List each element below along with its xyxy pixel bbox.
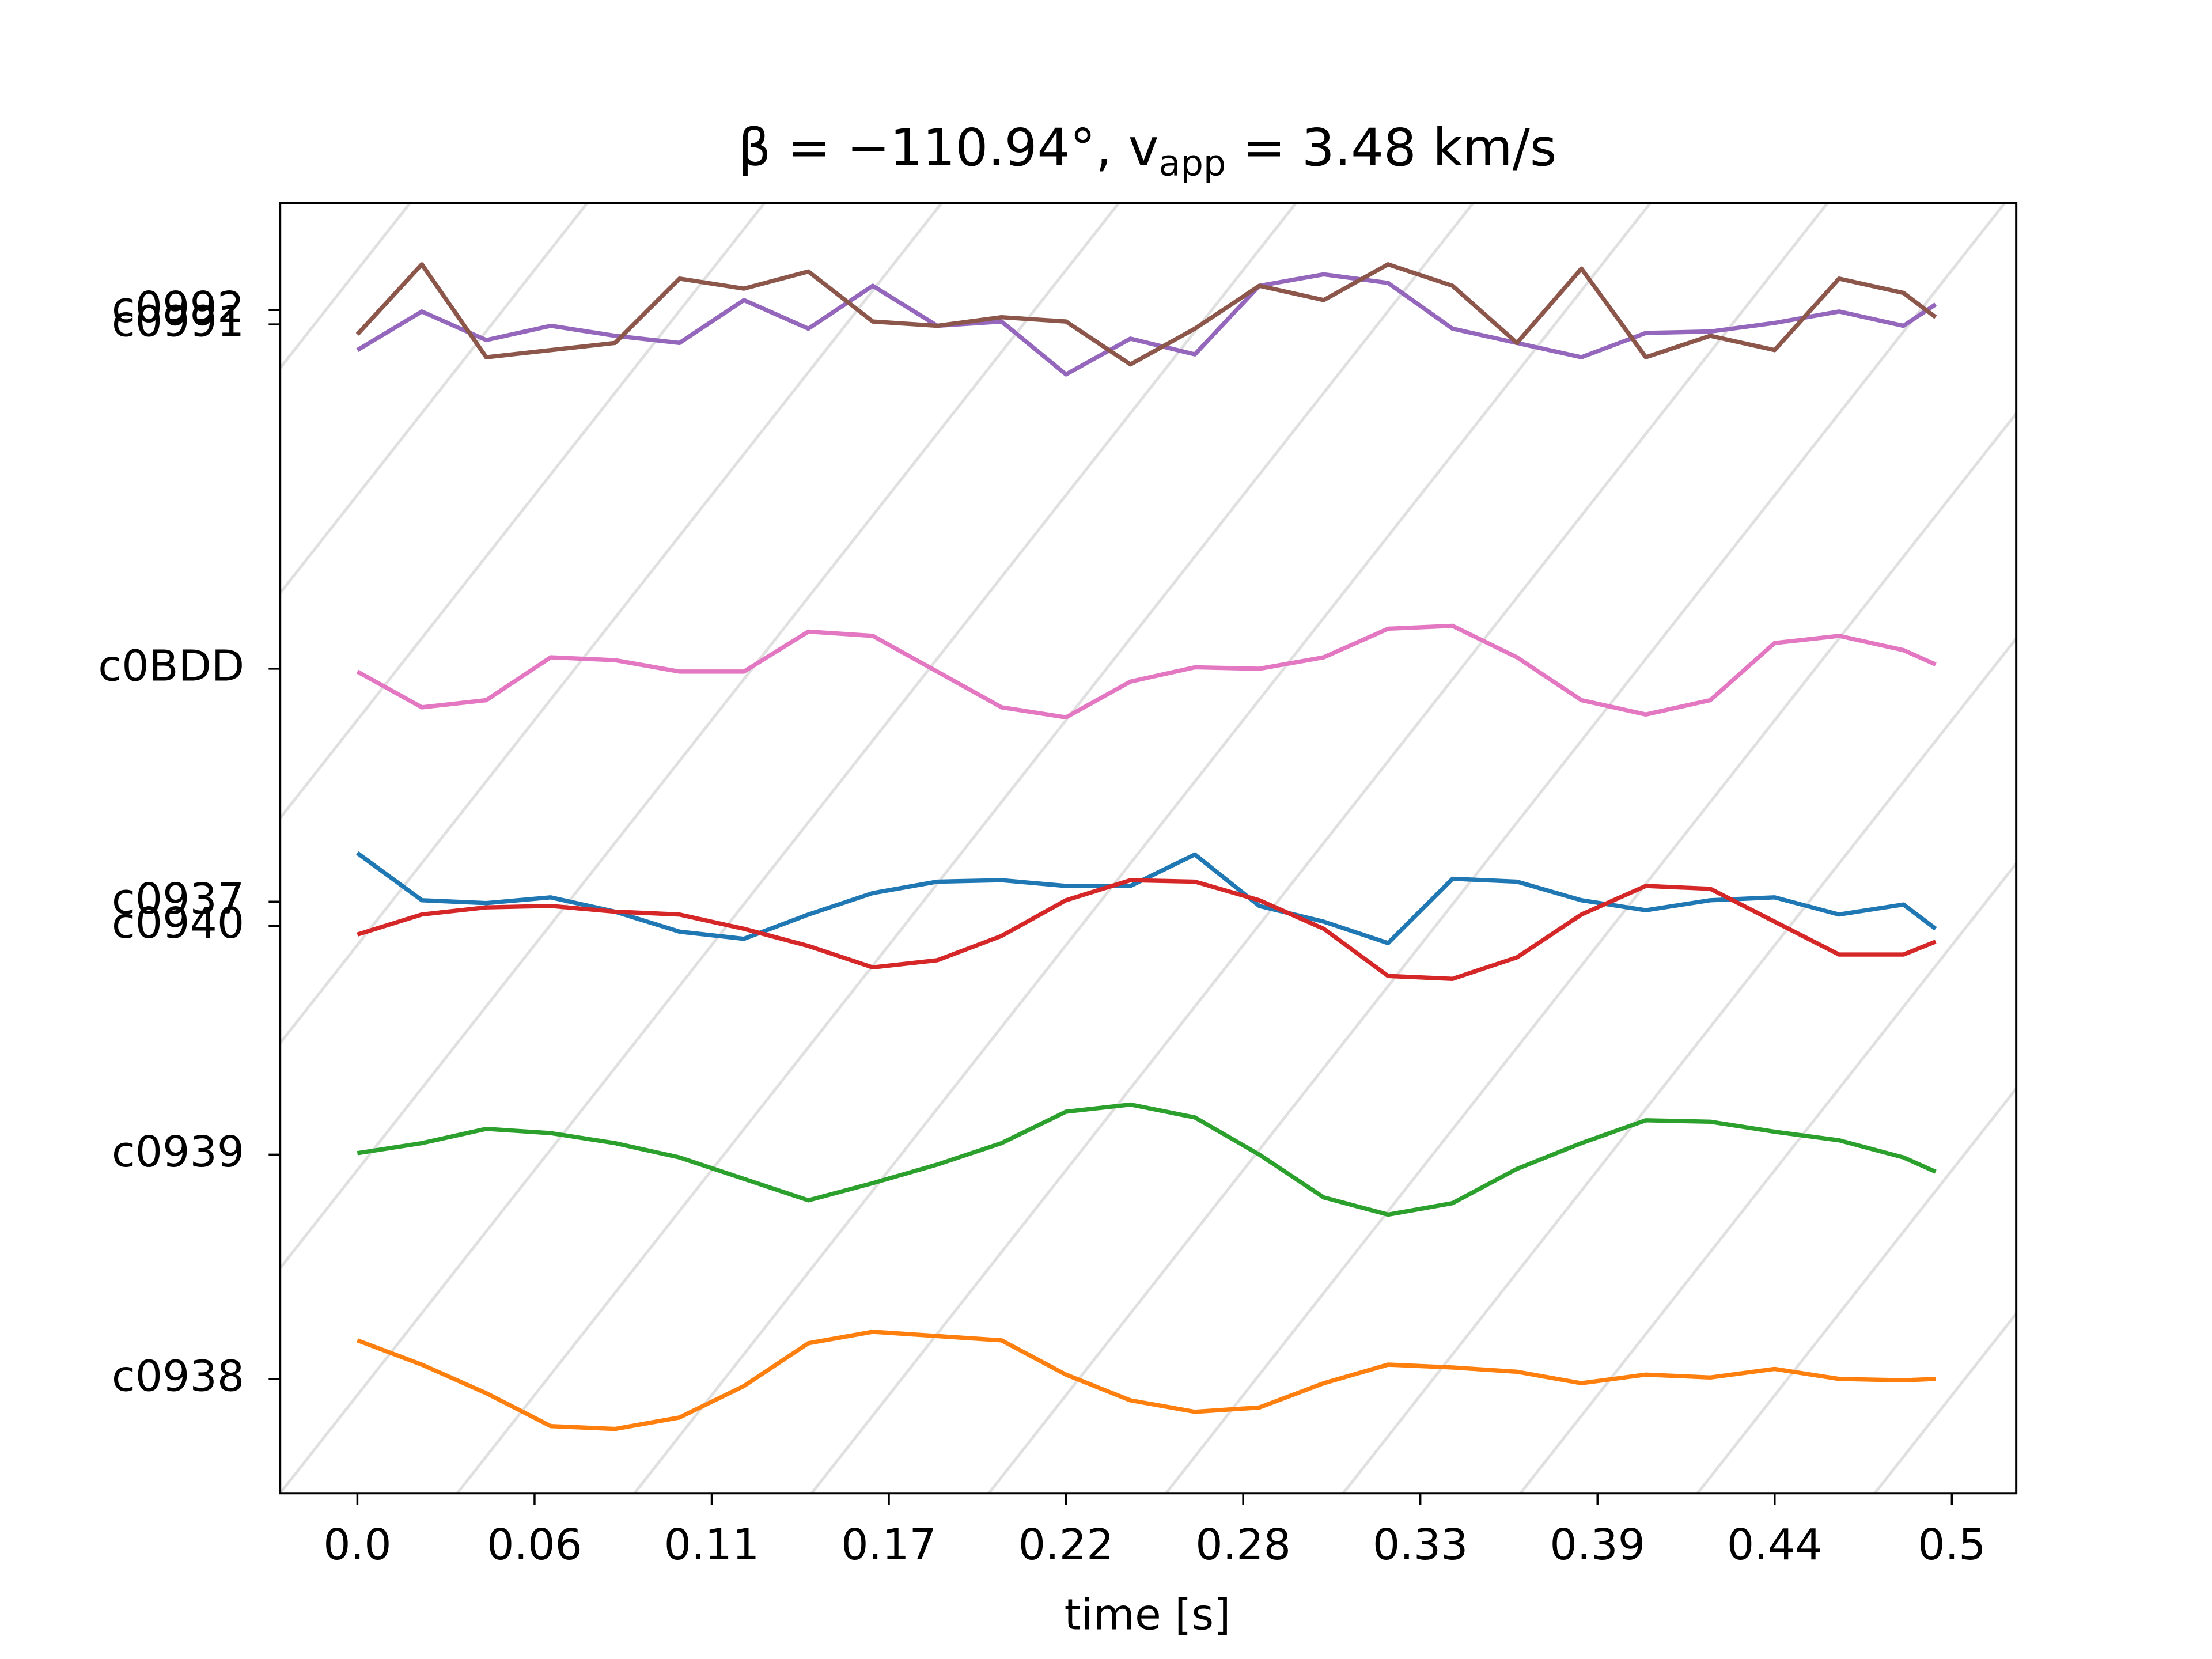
trace-line [356, 272, 1937, 377]
guide-line [1165, 411, 2017, 1494]
x-tick-label: 0.17 [841, 1520, 937, 1570]
x-tick-label: 0.11 [664, 1520, 760, 1570]
guide-line [0, 0, 257, 1493]
title-part: = 3.48 km/s [1226, 118, 1556, 178]
x-tick-label: 0.44 [1727, 1520, 1823, 1570]
x-tick-label: 0.5 [1918, 1520, 1986, 1570]
y-tick-label: c0940 [112, 898, 244, 948]
x-tick-label: 0.06 [487, 1520, 582, 1570]
traces [355, 262, 1937, 1431]
x-tick-label: 0.39 [1550, 1520, 1645, 1570]
x-axis-label: time [s] [1065, 1590, 1231, 1640]
guide-line [0, 0, 612, 1493]
guide-line [987, 203, 2007, 1494]
y-tick-label: c0938 [112, 1351, 244, 1401]
guide-line [280, 203, 944, 1046]
guide-line [1342, 636, 2017, 1494]
guide-line [1696, 1086, 2017, 1494]
title-part: β = −110.94°, v [738, 118, 1158, 178]
trace-line [356, 851, 1937, 945]
x-tick-label: 0.28 [1195, 1520, 1291, 1570]
guide-line [633, 203, 1653, 1494]
trace-line [355, 262, 1937, 367]
x-tick-label: 0.33 [1373, 1520, 1468, 1570]
chart-title: β = −110.94°, vapp = 3.48 km/s [738, 118, 1556, 184]
trace-line [356, 623, 1937, 719]
guide-line [280, 203, 412, 371]
guide-line [280, 203, 1121, 1271]
guide-line [0, 0, 434, 1493]
guide-line [0, 0, 80, 1493]
guide-line [810, 203, 1830, 1494]
x-tick-label: 0.0 [323, 1520, 391, 1570]
guide-line [2052, 0, 2212, 1493]
guide-line [1519, 861, 2017, 1494]
plot-frame [279, 202, 2018, 1495]
y-tick-label: c0BDD [98, 641, 244, 691]
guide-line [1873, 1311, 2017, 1494]
y-tick-label: c0939 [112, 1127, 244, 1177]
guide-line [280, 203, 589, 596]
guide-line [456, 203, 1475, 1494]
trace-line [357, 878, 1937, 981]
guide-line [280, 203, 1298, 1494]
title-subscript: app [1159, 142, 1226, 184]
x-tick-label: 0.22 [1018, 1520, 1114, 1570]
velocity-guides [0, 0, 2212, 1494]
guide-line [280, 203, 767, 821]
y-tick-label: c0937 [112, 874, 244, 924]
trace-line [357, 1330, 1936, 1431]
y-tick-label: c0992 [112, 282, 244, 332]
y-tick-label: c0991 [112, 297, 244, 347]
trace-line [357, 1102, 1937, 1217]
